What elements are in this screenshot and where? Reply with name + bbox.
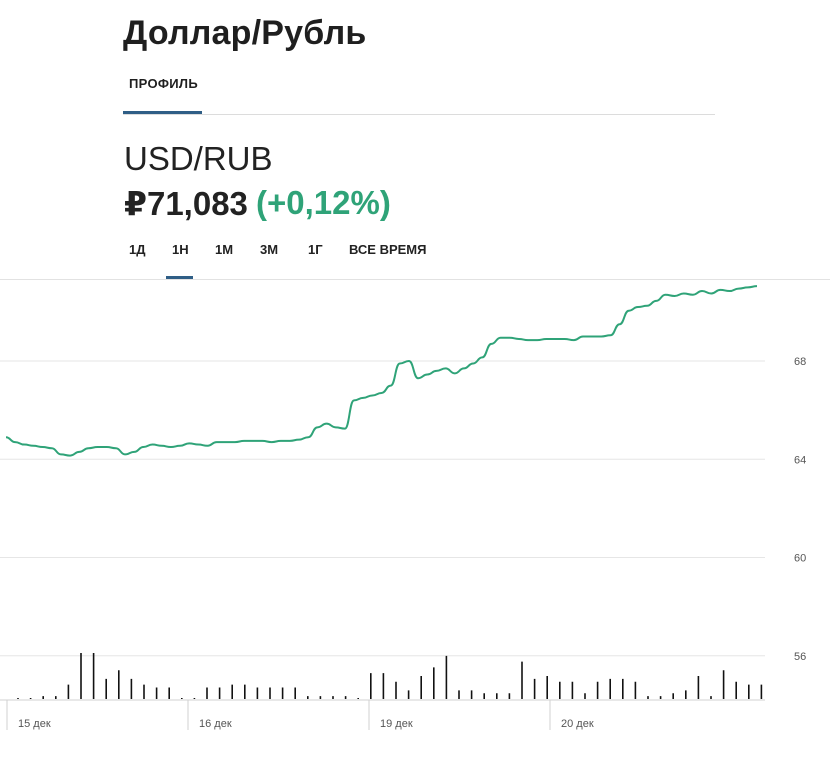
- x-tick-label: 16 дек: [199, 718, 232, 730]
- price-line: [5, 285, 758, 457]
- y-tick-label: 60: [794, 553, 806, 565]
- price-change: (+0,12%): [256, 184, 391, 221]
- y-tick-label: 68: [794, 356, 806, 368]
- tab-profile[interactable]: ПРОФИЛЬ: [129, 76, 198, 91]
- header-divider: [123, 114, 715, 115]
- active-tab-indicator: [123, 111, 202, 114]
- period-all[interactable]: ВСЕ ВРЕМЯ: [349, 242, 427, 257]
- chart-top-divider: [0, 279, 830, 280]
- period-1w[interactable]: 1Н: [172, 242, 189, 257]
- current-price: ₽71,083: [124, 185, 248, 222]
- y-tick-label: 64: [794, 454, 806, 466]
- period-1d[interactable]: 1Д: [129, 242, 146, 257]
- period-3m[interactable]: 3М: [260, 242, 279, 257]
- page-title: Доллар/Рубль: [123, 14, 367, 52]
- y-tick-label: 56: [794, 651, 806, 663]
- currency-pair: USD/RUB: [124, 140, 273, 177]
- period-1m[interactable]: 1М: [215, 242, 234, 257]
- x-tick-label: 19 дек: [380, 718, 413, 730]
- x-tick-label: 20 дек: [561, 718, 594, 730]
- active-period-indicator: [166, 276, 193, 279]
- period-1y[interactable]: 1Г: [308, 242, 323, 257]
- x-tick-label: 15 дек: [18, 718, 51, 730]
